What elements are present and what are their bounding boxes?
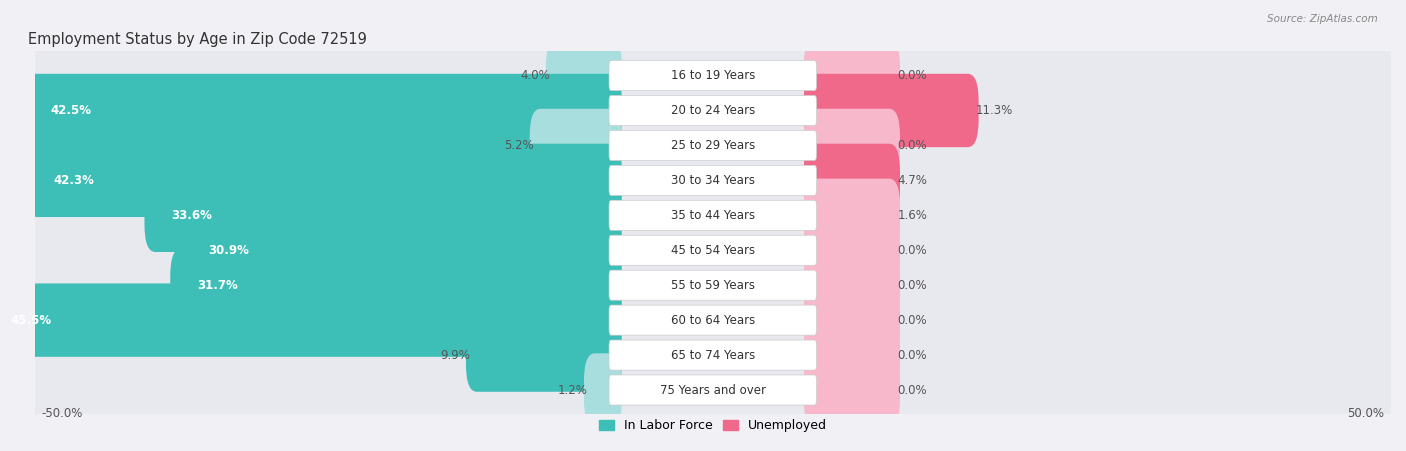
Text: 16 to 19 Years: 16 to 19 Years — [671, 69, 755, 82]
FancyBboxPatch shape — [530, 109, 621, 182]
FancyBboxPatch shape — [34, 295, 1392, 345]
Text: 45.5%: 45.5% — [10, 313, 52, 327]
Text: 20 to 24 Years: 20 to 24 Years — [671, 104, 755, 117]
FancyBboxPatch shape — [24, 74, 621, 147]
FancyBboxPatch shape — [804, 249, 900, 322]
FancyBboxPatch shape — [34, 260, 1392, 310]
Text: 65 to 74 Years: 65 to 74 Years — [671, 349, 755, 362]
Text: 33.6%: 33.6% — [172, 209, 212, 222]
FancyBboxPatch shape — [804, 109, 900, 182]
FancyBboxPatch shape — [546, 39, 621, 112]
Text: 1.2%: 1.2% — [558, 383, 588, 396]
Text: 0.0%: 0.0% — [897, 349, 927, 362]
Text: 45 to 54 Years: 45 to 54 Years — [671, 244, 755, 257]
FancyBboxPatch shape — [609, 340, 817, 370]
FancyBboxPatch shape — [804, 74, 979, 147]
Text: 9.9%: 9.9% — [440, 349, 470, 362]
Text: 0.0%: 0.0% — [897, 383, 927, 396]
Text: 0.0%: 0.0% — [897, 313, 927, 327]
Text: 0.0%: 0.0% — [897, 244, 927, 257]
FancyBboxPatch shape — [609, 375, 817, 405]
Text: -50.0%: -50.0% — [41, 407, 83, 420]
Text: 1.6%: 1.6% — [897, 209, 927, 222]
FancyBboxPatch shape — [804, 144, 900, 217]
Text: 42.3%: 42.3% — [53, 174, 94, 187]
FancyBboxPatch shape — [34, 365, 1392, 415]
FancyBboxPatch shape — [804, 179, 900, 252]
Text: 50.0%: 50.0% — [1347, 407, 1385, 420]
FancyBboxPatch shape — [181, 214, 621, 287]
FancyBboxPatch shape — [583, 353, 621, 427]
Text: 30 to 34 Years: 30 to 34 Years — [671, 174, 755, 187]
Text: 60 to 64 Years: 60 to 64 Years — [671, 313, 755, 327]
FancyBboxPatch shape — [804, 353, 900, 427]
FancyBboxPatch shape — [145, 179, 621, 252]
FancyBboxPatch shape — [34, 120, 1392, 170]
FancyBboxPatch shape — [34, 190, 1392, 240]
Text: Source: ZipAtlas.com: Source: ZipAtlas.com — [1267, 14, 1378, 23]
FancyBboxPatch shape — [609, 96, 817, 125]
FancyBboxPatch shape — [804, 318, 900, 392]
Text: 0.0%: 0.0% — [897, 69, 927, 82]
FancyBboxPatch shape — [465, 318, 621, 392]
Text: 75 Years and over: 75 Years and over — [659, 383, 766, 396]
FancyBboxPatch shape — [609, 235, 817, 265]
Text: 4.7%: 4.7% — [897, 174, 927, 187]
FancyBboxPatch shape — [34, 51, 1392, 101]
FancyBboxPatch shape — [609, 305, 817, 335]
Text: 42.5%: 42.5% — [51, 104, 91, 117]
FancyBboxPatch shape — [0, 283, 621, 357]
FancyBboxPatch shape — [804, 214, 900, 287]
FancyBboxPatch shape — [609, 60, 817, 91]
Text: 30.9%: 30.9% — [208, 244, 249, 257]
FancyBboxPatch shape — [34, 85, 1392, 136]
Legend: In Labor Force, Unemployed: In Labor Force, Unemployed — [593, 414, 832, 437]
Text: 25 to 29 Years: 25 to 29 Years — [671, 139, 755, 152]
FancyBboxPatch shape — [609, 166, 817, 195]
Text: 55 to 59 Years: 55 to 59 Years — [671, 279, 755, 292]
FancyBboxPatch shape — [609, 270, 817, 300]
Text: 35 to 44 Years: 35 to 44 Years — [671, 209, 755, 222]
Text: 0.0%: 0.0% — [897, 139, 927, 152]
Text: 31.7%: 31.7% — [197, 279, 238, 292]
FancyBboxPatch shape — [170, 249, 621, 322]
Text: Employment Status by Age in Zip Code 72519: Employment Status by Age in Zip Code 725… — [28, 32, 367, 46]
FancyBboxPatch shape — [34, 155, 1392, 206]
Text: 5.2%: 5.2% — [503, 139, 534, 152]
FancyBboxPatch shape — [804, 39, 900, 112]
FancyBboxPatch shape — [27, 144, 621, 217]
FancyBboxPatch shape — [804, 283, 900, 357]
Text: 4.0%: 4.0% — [520, 69, 550, 82]
FancyBboxPatch shape — [609, 200, 817, 230]
FancyBboxPatch shape — [34, 330, 1392, 380]
Text: 0.0%: 0.0% — [897, 279, 927, 292]
Text: 11.3%: 11.3% — [976, 104, 1014, 117]
FancyBboxPatch shape — [609, 130, 817, 161]
FancyBboxPatch shape — [34, 225, 1392, 276]
